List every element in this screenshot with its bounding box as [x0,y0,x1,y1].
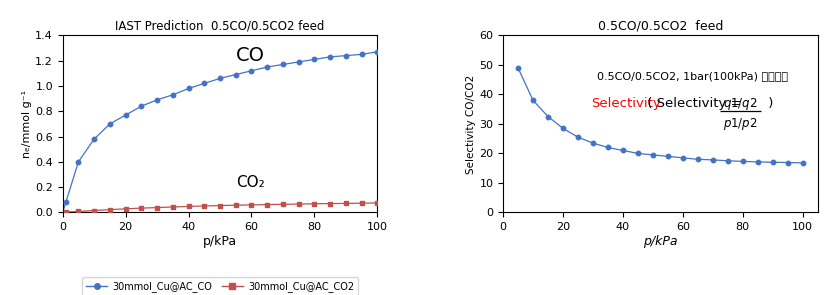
30mmol_Cu@AC_CO [89,137,99,141]
30mmol_Cu@AC_CO2 [136,206,146,210]
30mmol_Cu@AC_CO2 [372,201,382,205]
Text: ( Selectivity =: ( Selectivity = [643,97,746,110]
Legend: 30mmol_Cu@AC_CO, 30mmol_Cu@AC_CO2: 30mmol_Cu@AC_CO, 30mmol_Cu@AC_CO2 [82,277,358,295]
30mmol_Cu@AC_CO2 [356,201,366,205]
30mmol_Cu@AC_CO2 [293,202,303,206]
X-axis label: p/kPa: p/kPa [203,235,237,248]
30mmol_Cu@AC_CO [215,77,225,80]
30mmol_Cu@AC_CO [263,65,273,69]
30mmol_Cu@AC_CO [120,113,130,117]
30mmol_Cu@AC_CO2 [263,203,273,206]
30mmol_Cu@AC_CO [247,69,257,73]
Text: 0.5CO/0.5CO2, 1bar(100kPa) 조건에서: 0.5CO/0.5CO2, 1bar(100kPa) 조건에서 [598,71,788,81]
30mmol_Cu@AC_CO2 [61,211,71,214]
30mmol_Cu@AC_CO2 [74,210,84,213]
Y-axis label: nₑ/mmol g⁻¹: nₑ/mmol g⁻¹ [23,90,33,158]
30mmol_Cu@AC_CO2 [199,204,209,208]
30mmol_Cu@AC_CO [152,98,162,102]
30mmol_Cu@AC_CO2 [104,208,115,212]
30mmol_Cu@AC_CO [372,50,382,54]
Text: ): ) [764,97,773,110]
30mmol_Cu@AC_CO [61,201,71,204]
30mmol_Cu@AC_CO [293,60,303,64]
30mmol_Cu@AC_CO [341,54,351,58]
X-axis label: p/kPa: p/kPa [643,235,678,248]
Title: IAST Prediction  0.5CO/0.5CO2 feed: IAST Prediction 0.5CO/0.5CO2 feed [115,20,324,33]
30mmol_Cu@AC_CO [199,82,209,85]
30mmol_Cu@AC_CO [184,87,194,90]
30mmol_Cu@AC_CO2 [231,204,241,207]
Y-axis label: Selectivity CO/CO2: Selectivity CO/CO2 [466,74,477,173]
Line: 30mmol_Cu@AC_CO2: 30mmol_Cu@AC_CO2 [64,201,380,214]
30mmol_Cu@AC_CO [136,104,146,108]
30mmol_Cu@AC_CO2 [341,202,351,205]
30mmol_Cu@AC_CO [278,63,288,66]
Text: Selectivity: Selectivity [591,97,661,110]
30mmol_Cu@AC_CO2 [168,205,178,209]
Text: CO₂: CO₂ [236,175,264,190]
30mmol_Cu@AC_CO [356,53,366,56]
Text: $p1/p2$: $p1/p2$ [723,116,758,132]
30mmol_Cu@AC_CO2 [247,203,257,207]
Text: CO: CO [236,46,265,65]
30mmol_Cu@AC_CO [168,93,178,96]
30mmol_Cu@AC_CO2 [152,206,162,209]
30mmol_Cu@AC_CO [74,160,84,164]
30mmol_Cu@AC_CO2 [120,207,130,211]
Text: $q1/q2$: $q1/q2$ [723,96,758,112]
30mmol_Cu@AC_CO2 [278,203,288,206]
30mmol_Cu@AC_CO2 [215,204,225,207]
30mmol_Cu@AC_CO [104,122,115,126]
30mmol_Cu@AC_CO [309,58,319,61]
Title: 0.5CO/0.5CO2  feed: 0.5CO/0.5CO2 feed [598,20,723,33]
30mmol_Cu@AC_CO [231,73,241,76]
30mmol_Cu@AC_CO2 [309,202,319,206]
Line: 30mmol_Cu@AC_CO: 30mmol_Cu@AC_CO [64,50,380,204]
30mmol_Cu@AC_CO [325,55,335,59]
30mmol_Cu@AC_CO2 [184,205,194,208]
30mmol_Cu@AC_CO2 [325,202,335,205]
30mmol_Cu@AC_CO2 [89,209,99,212]
